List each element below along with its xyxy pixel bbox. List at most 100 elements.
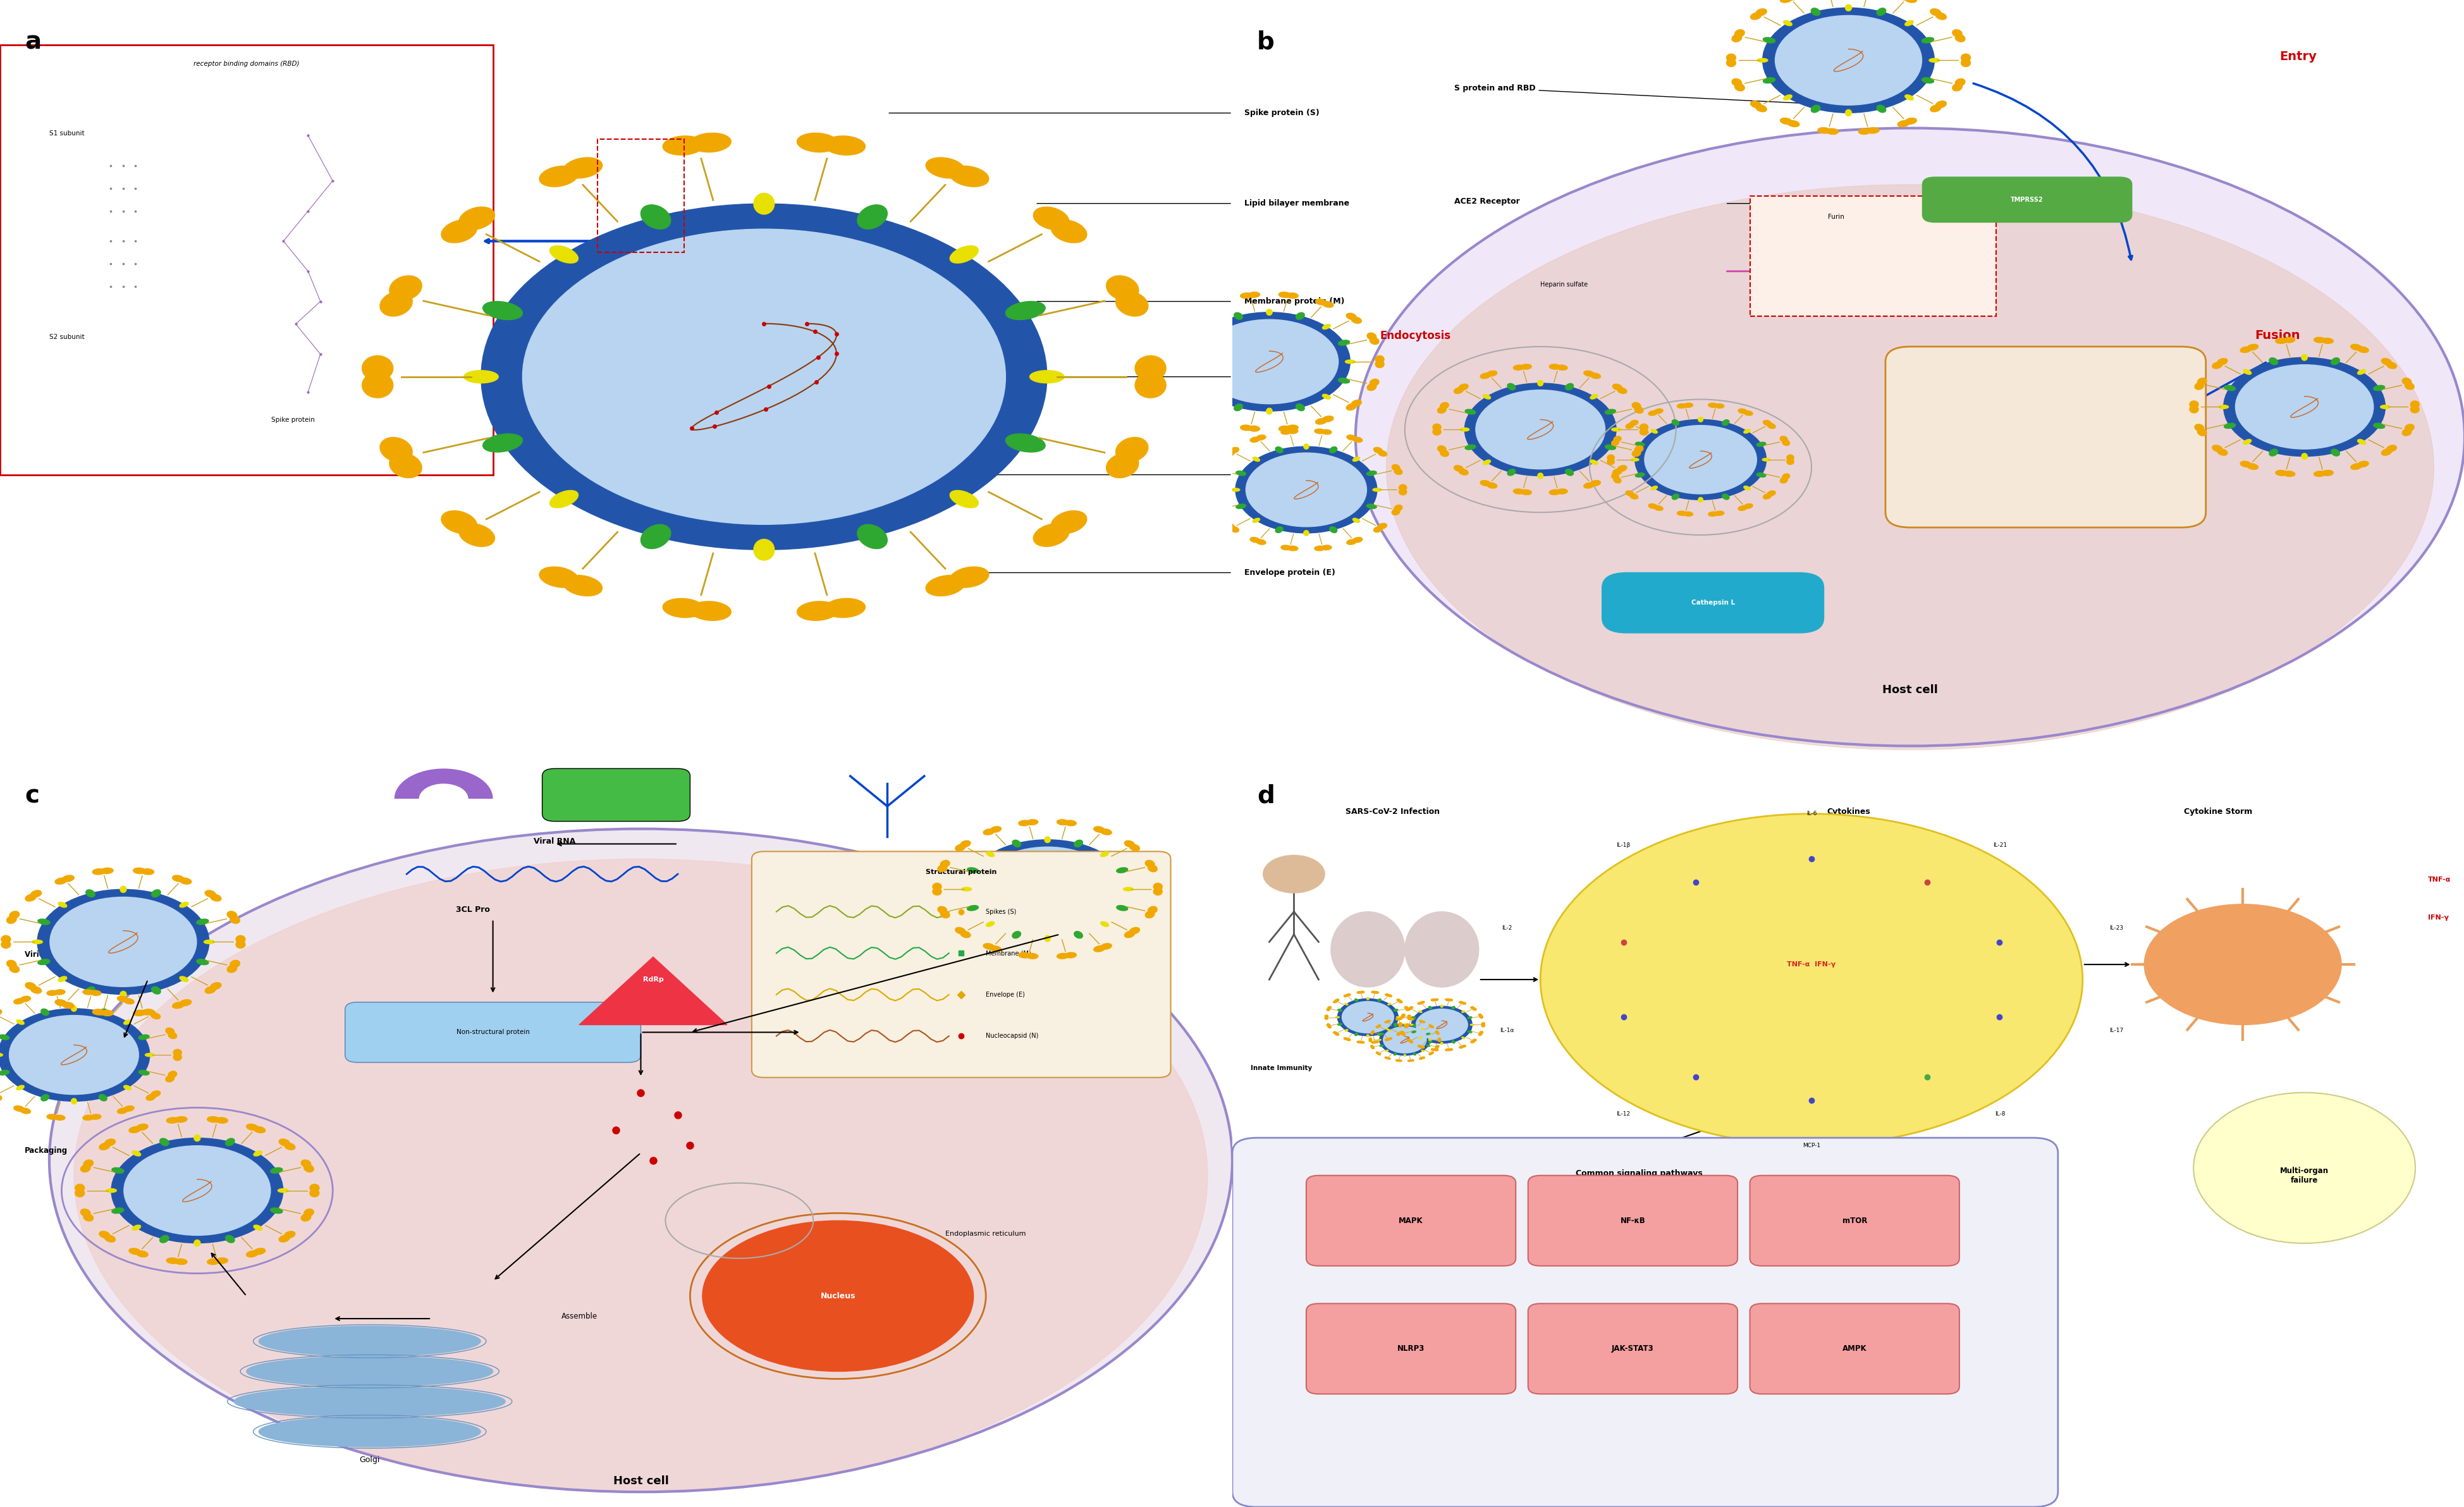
Text: Spike protein (S): Spike protein (S) bbox=[1244, 109, 1318, 118]
Ellipse shape bbox=[1358, 992, 1360, 993]
Ellipse shape bbox=[145, 1053, 155, 1056]
Circle shape bbox=[522, 229, 1005, 524]
Ellipse shape bbox=[1370, 1046, 1372, 1047]
Ellipse shape bbox=[2405, 423, 2415, 431]
Ellipse shape bbox=[2242, 369, 2250, 374]
Ellipse shape bbox=[1210, 469, 1217, 475]
Ellipse shape bbox=[1412, 1053, 1414, 1055]
Ellipse shape bbox=[224, 1236, 234, 1243]
Ellipse shape bbox=[1392, 509, 1400, 515]
Ellipse shape bbox=[857, 524, 887, 549]
Ellipse shape bbox=[254, 1127, 266, 1133]
Ellipse shape bbox=[1252, 457, 1259, 461]
Ellipse shape bbox=[1326, 1008, 1331, 1011]
Ellipse shape bbox=[641, 205, 670, 229]
Ellipse shape bbox=[224, 1138, 234, 1145]
Ellipse shape bbox=[1326, 1023, 1331, 1026]
Ellipse shape bbox=[1417, 1046, 1422, 1047]
Ellipse shape bbox=[2380, 359, 2390, 365]
Ellipse shape bbox=[0, 940, 10, 948]
Ellipse shape bbox=[54, 990, 64, 995]
Ellipse shape bbox=[1116, 291, 1148, 316]
Ellipse shape bbox=[1355, 128, 2464, 746]
Circle shape bbox=[2144, 904, 2341, 1025]
Ellipse shape bbox=[1323, 395, 1331, 399]
Ellipse shape bbox=[1616, 387, 1626, 393]
Ellipse shape bbox=[1212, 419, 1222, 425]
Ellipse shape bbox=[1459, 469, 1469, 475]
Text: Heparin sulfate: Heparin sulfate bbox=[1540, 282, 1587, 288]
Ellipse shape bbox=[1653, 506, 1663, 511]
Ellipse shape bbox=[1397, 1032, 1400, 1035]
Ellipse shape bbox=[1129, 927, 1138, 934]
Text: Assemble: Assemble bbox=[562, 1313, 596, 1320]
Ellipse shape bbox=[81, 1209, 91, 1216]
Ellipse shape bbox=[2240, 347, 2250, 353]
Ellipse shape bbox=[483, 434, 522, 452]
Ellipse shape bbox=[441, 220, 478, 243]
Ellipse shape bbox=[150, 889, 160, 897]
Ellipse shape bbox=[20, 996, 30, 1002]
Ellipse shape bbox=[1683, 512, 1693, 517]
Ellipse shape bbox=[84, 990, 94, 995]
Circle shape bbox=[1414, 1010, 1469, 1040]
Ellipse shape bbox=[1779, 118, 1791, 124]
Ellipse shape bbox=[205, 891, 217, 897]
Circle shape bbox=[123, 1145, 271, 1236]
Ellipse shape bbox=[1818, 128, 1831, 134]
Circle shape bbox=[1380, 1025, 1429, 1055]
Ellipse shape bbox=[2380, 449, 2390, 455]
Ellipse shape bbox=[1508, 383, 1515, 390]
Ellipse shape bbox=[1614, 478, 1621, 484]
Ellipse shape bbox=[2385, 362, 2395, 369]
Text: TNF-α: TNF-α bbox=[2427, 877, 2449, 883]
Ellipse shape bbox=[259, 1417, 480, 1447]
Text: Cathepsin L: Cathepsin L bbox=[1690, 600, 1735, 606]
Ellipse shape bbox=[463, 371, 498, 383]
Ellipse shape bbox=[1486, 371, 1496, 377]
Ellipse shape bbox=[1377, 999, 1380, 1001]
Ellipse shape bbox=[1715, 511, 1725, 515]
Ellipse shape bbox=[2321, 338, 2333, 344]
Ellipse shape bbox=[37, 919, 49, 925]
Ellipse shape bbox=[1274, 446, 1284, 452]
Ellipse shape bbox=[1419, 1058, 1422, 1059]
Ellipse shape bbox=[2373, 386, 2385, 390]
FancyBboxPatch shape bbox=[1232, 1138, 2057, 1507]
Ellipse shape bbox=[1905, 21, 1912, 26]
Ellipse shape bbox=[42, 1094, 49, 1102]
Ellipse shape bbox=[180, 879, 192, 885]
Ellipse shape bbox=[1417, 1002, 1422, 1004]
Ellipse shape bbox=[1461, 1011, 1464, 1013]
FancyBboxPatch shape bbox=[1528, 1304, 1737, 1394]
Ellipse shape bbox=[1163, 383, 1170, 390]
Ellipse shape bbox=[796, 601, 838, 621]
Circle shape bbox=[1340, 1001, 1395, 1034]
Text: Structural protein: Structural protein bbox=[926, 870, 995, 876]
Circle shape bbox=[1476, 390, 1604, 469]
Ellipse shape bbox=[1064, 820, 1077, 826]
Ellipse shape bbox=[1404, 1007, 1407, 1010]
Ellipse shape bbox=[1153, 883, 1163, 891]
Ellipse shape bbox=[1905, 0, 1917, 3]
Ellipse shape bbox=[1331, 912, 1404, 987]
Ellipse shape bbox=[1754, 9, 1767, 15]
Ellipse shape bbox=[1286, 292, 1299, 298]
Ellipse shape bbox=[1385, 993, 1390, 996]
Ellipse shape bbox=[1648, 411, 1658, 416]
Ellipse shape bbox=[1402, 1032, 1404, 1035]
Text: RdRp: RdRp bbox=[643, 977, 663, 983]
Ellipse shape bbox=[278, 1189, 288, 1192]
Ellipse shape bbox=[1249, 437, 1259, 442]
Ellipse shape bbox=[1419, 1037, 1422, 1038]
Ellipse shape bbox=[2242, 440, 2250, 445]
Ellipse shape bbox=[1205, 301, 1215, 307]
Circle shape bbox=[1414, 1010, 1469, 1040]
Text: IL-6: IL-6 bbox=[1806, 811, 1816, 817]
Ellipse shape bbox=[1461, 1002, 1466, 1004]
Ellipse shape bbox=[1148, 865, 1158, 873]
Ellipse shape bbox=[1057, 954, 1069, 958]
Ellipse shape bbox=[101, 1010, 113, 1016]
Ellipse shape bbox=[949, 490, 978, 508]
Ellipse shape bbox=[1419, 1020, 1422, 1022]
